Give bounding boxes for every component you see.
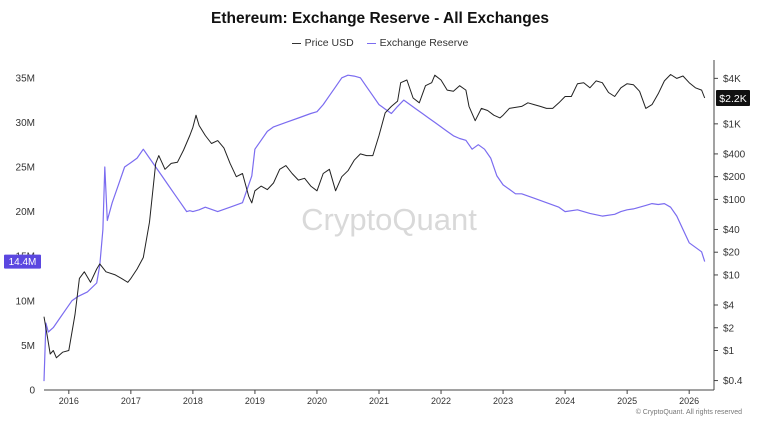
y-right-tick-label: $2 [723, 323, 735, 334]
x-tick-label: 2026 [679, 396, 699, 406]
price-current-badge [716, 89, 750, 106]
y-left-tick-label: 5M [21, 341, 35, 352]
x-tick-label: 2016 [59, 396, 79, 406]
y-right-tick-label: $1K [723, 119, 741, 130]
x-tick-label: 2025 [617, 396, 637, 406]
legend-swatch-reserve [366, 42, 376, 44]
y-right-tick-label: $10 [723, 270, 740, 281]
copyright-footer: © CryptoQuant. All rights reserved [635, 409, 742, 416]
reserve-current-badge [4, 254, 41, 269]
exchange-reserve-line[interactable] [43, 74, 706, 382]
x-tick-label: 2018 [183, 396, 203, 406]
price-current-label: $2.2K [719, 93, 746, 105]
reserve-current-label: 14.4M [9, 257, 37, 268]
x-tick-label: 2021 [369, 396, 389, 406]
y-left-tick-label: 0 [29, 386, 35, 397]
legend-label-reserve: Exchange Reserve [379, 37, 469, 49]
x-tick-label: 2020 [307, 396, 327, 406]
y-left-tick-label: 20M [16, 207, 35, 218]
x-tick-label: 2023 [493, 396, 513, 406]
y-right-tick-label: $200 [723, 172, 746, 183]
chart-title: Ethereum: Exchange Reserve - All Exchang… [211, 10, 549, 27]
x-tick-label: 2019 [245, 396, 265, 406]
y-right-tick-label: $4 [723, 301, 735, 312]
legend-swatch-price [291, 42, 301, 44]
legend-item-reserve[interactable]: Exchange Reserve [366, 37, 469, 49]
watermark-logo: CryptoQuant [301, 202, 477, 237]
x-tick-label: 2017 [121, 396, 141, 406]
legend-label-price: Price USD [304, 37, 354, 49]
y-right-tick-label: $40 [723, 225, 740, 236]
x-tick-label: 2022 [431, 396, 451, 406]
y-right-tick-label: $0.4 [723, 376, 743, 387]
y-left-tick-label: 25M [16, 163, 35, 174]
y-left-tick-label: 30M [16, 118, 35, 129]
y-left-tick-label: 35M [16, 73, 35, 84]
y-right-tick-label: $1 [723, 346, 735, 357]
price-usd-line[interactable] [43, 74, 706, 359]
x-tick-label: 2024 [555, 396, 575, 406]
y-right-tick-label: $400 [723, 149, 746, 160]
y-right-tick-label: $100 [723, 195, 746, 206]
y-right-tick-label: $4K [723, 74, 741, 85]
y-left-tick-label: 10M [16, 296, 35, 307]
y-right-tick-label: $20 [723, 248, 740, 259]
chart-legend: Price USD Exchange Reserve [0, 37, 760, 49]
legend-item-price[interactable]: Price USD [291, 37, 354, 49]
